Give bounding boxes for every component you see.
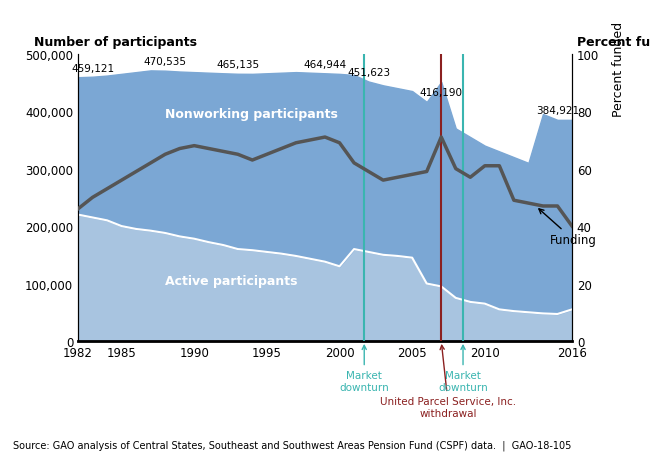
Text: Number of participants: Number of participants [34, 36, 196, 49]
Text: Percent funded: Percent funded [577, 36, 650, 49]
Text: 451,623: 451,623 [347, 68, 390, 78]
Text: 459,121: 459,121 [71, 63, 114, 73]
Text: 464,944: 464,944 [304, 60, 346, 70]
Text: Market
downturn: Market downturn [438, 345, 488, 392]
Y-axis label: Percent funded: Percent funded [612, 21, 625, 116]
Text: Active participants: Active participants [165, 274, 298, 287]
Text: 384,921: 384,921 [536, 106, 579, 116]
Text: Funding: Funding [539, 209, 597, 247]
Text: 465,135: 465,135 [216, 60, 259, 70]
Text: Nonworking participants: Nonworking participants [165, 108, 338, 121]
Text: United Parcel Service, Inc.
withdrawal: United Parcel Service, Inc. withdrawal [380, 345, 517, 418]
Text: Source: GAO analysis of Central States, Southeast and Southwest Areas Pension Fu: Source: GAO analysis of Central States, … [13, 440, 571, 450]
Text: 470,535: 470,535 [144, 57, 187, 67]
Text: Market
downturn: Market downturn [339, 345, 389, 392]
Text: 416,190: 416,190 [420, 88, 463, 98]
